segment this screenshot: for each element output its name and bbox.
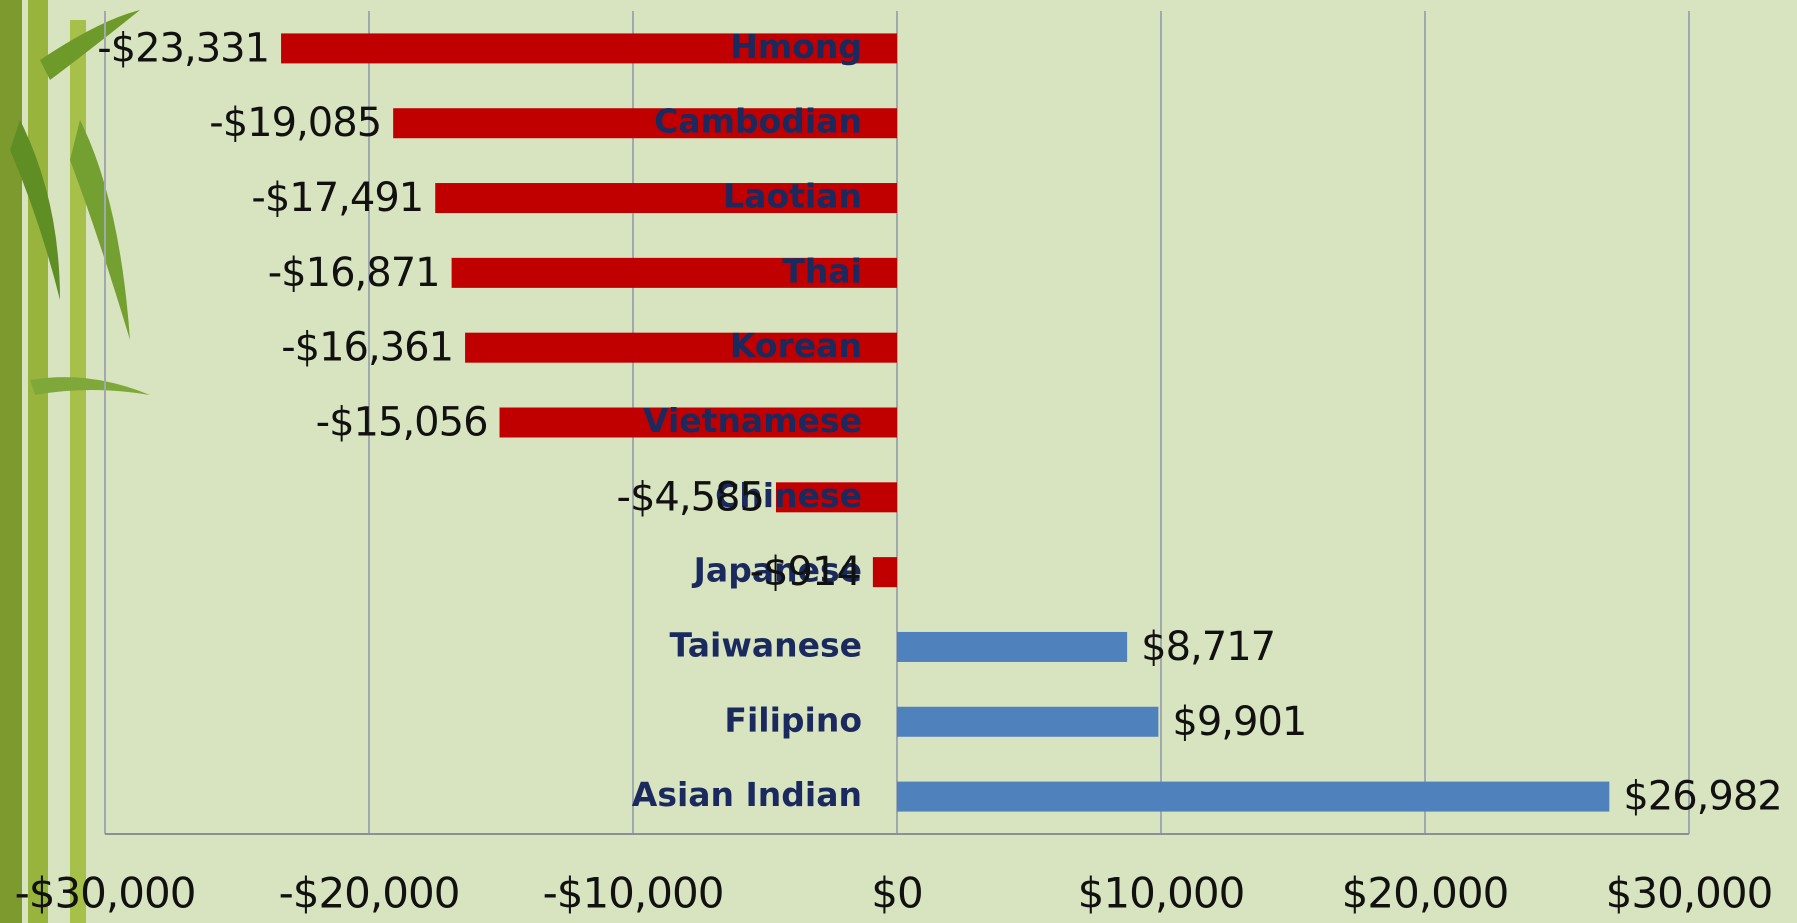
x-tick-label: $30,000: [1606, 869, 1773, 918]
category-label: Cambodian: [654, 102, 862, 141]
bar: [873, 557, 897, 587]
category-label: Hmong: [730, 27, 862, 66]
x-tick-label: $20,000: [1342, 869, 1509, 918]
value-label: -$19,085: [209, 100, 381, 146]
value-label: -$914: [750, 549, 861, 595]
value-label: -$16,361: [281, 325, 453, 371]
category-label: Thai: [782, 251, 862, 290]
x-tick-label: $10,000: [1078, 869, 1245, 918]
bar: [897, 782, 1609, 812]
value-label: -$4,585: [617, 474, 764, 520]
chart: -$30,000 -$20,000 -$10,000 $0 $10,000 $20,000…: [0, 0, 1797, 923]
value-label: $9,901: [1172, 699, 1306, 745]
category-label: Taiwanese: [670, 625, 863, 664]
x-tick-label: -$10,000: [543, 869, 724, 918]
category-label: Vietnamese: [643, 401, 862, 440]
x-tick-label: $0: [871, 869, 922, 918]
value-label: -$17,491: [251, 175, 423, 221]
x-tick-label: -$20,000: [279, 869, 460, 918]
bamboo-decoration: [0, 0, 150, 923]
value-label: -$23,331: [97, 25, 269, 71]
value-label: $26,982: [1623, 774, 1781, 820]
category-label: Laotian: [723, 177, 862, 216]
category-label: Asian Indian: [632, 775, 862, 814]
category-label: Korean: [730, 326, 862, 365]
value-label: $8,717: [1141, 624, 1275, 670]
bar: [897, 707, 1158, 737]
bar: [897, 632, 1127, 662]
value-label: -$15,056: [316, 400, 488, 446]
x-tick-label: -$30,000: [15, 869, 196, 918]
value-label: -$16,871: [268, 250, 440, 296]
category-label: Filipino: [724, 700, 862, 739]
